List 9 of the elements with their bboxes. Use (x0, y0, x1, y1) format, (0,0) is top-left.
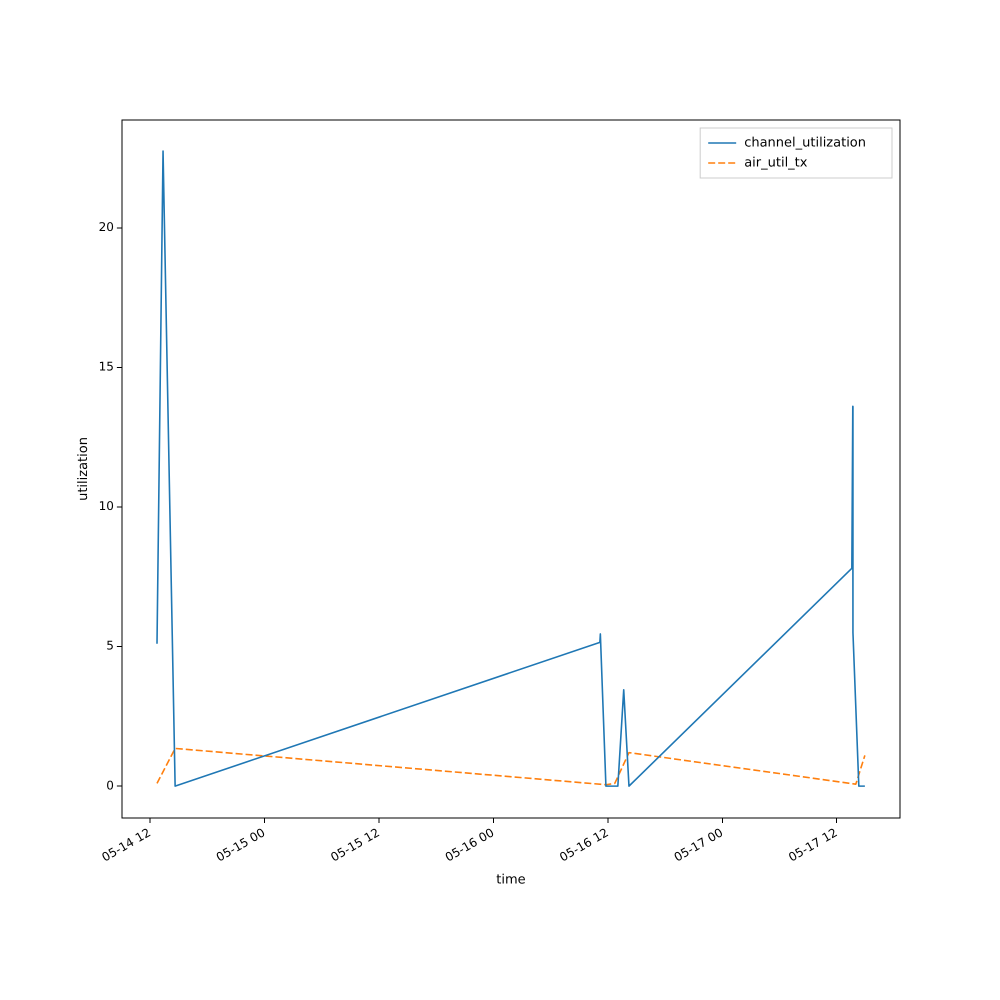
y-tick-label: 10 (98, 499, 114, 514)
y-tick-label: 0 (106, 778, 114, 792)
legend-label: channel_utilization (744, 135, 866, 150)
y-tick-label: 15 (98, 359, 114, 374)
y-axis-title: utilization (76, 437, 92, 501)
y-tick-label: 20 (98, 220, 114, 234)
x-axis-title: time (496, 872, 526, 888)
legend-label: air_util_tx (744, 155, 808, 170)
y-tick-label: 5 (106, 638, 114, 653)
